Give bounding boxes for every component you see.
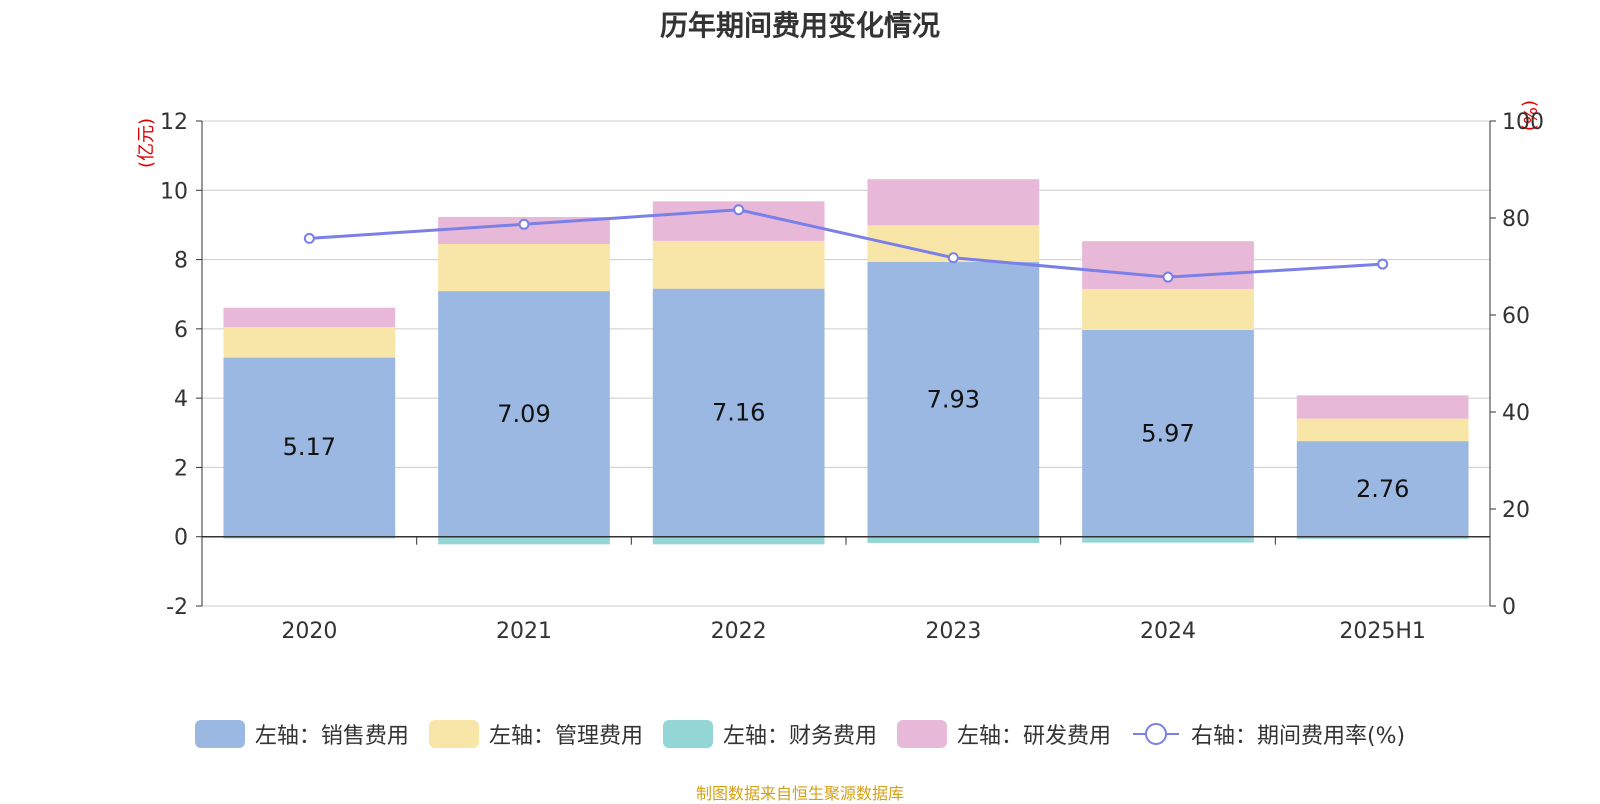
x-axis-tick-label: 2022 — [711, 619, 767, 644]
chart-plot: -2 0 2 4 6 8 10 12 0 20 40 60 80 100 5.17 7.09 7.16 7.93 5… — [160, 110, 1544, 644]
x-axis-tick-label: 2023 — [925, 619, 981, 644]
bar-admin — [223, 327, 396, 358]
right-axis-tick-label: 40 — [1502, 401, 1530, 426]
left-axis-tick-label: 6 — [174, 318, 188, 343]
bar-admin — [652, 240, 825, 289]
legend-label: 左轴：销售费用 — [254, 724, 409, 749]
bar-data-label: 7.93 — [927, 385, 980, 413]
left-axis-tick-label: 4 — [174, 387, 188, 412]
right-axis-tick-label: 20 — [1502, 498, 1530, 523]
bar-finance — [652, 536, 825, 545]
legend-swatch-finance — [662, 720, 713, 748]
left-axis-tick-label: 10 — [160, 179, 188, 204]
bar-rnd — [223, 307, 396, 328]
legend-swatch-admin — [428, 720, 479, 748]
x-axis-tick-label: 2024 — [1140, 619, 1196, 644]
legend-item-rnd[interactable]: 左轴：研发费用 — [896, 718, 1111, 750]
legend-item-admin[interactable]: 左轴：管理费用 — [428, 718, 643, 750]
right-axis-tick-label: 60 — [1502, 304, 1530, 329]
bar-data-label: 7.16 — [712, 399, 765, 427]
bar-admin — [1082, 289, 1254, 330]
legend-line-icon — [1132, 723, 1179, 745]
bar-finance — [1082, 536, 1254, 543]
bar-sales — [867, 261, 1040, 537]
x-axis-tick-label: 2020 — [281, 619, 337, 644]
legend-label: 左轴：管理费用 — [488, 724, 643, 749]
chart-legend: 左轴：销售费用 左轴：管理费用 左轴：财务费用 左轴：研发费用 右轴：期间费用率(%) — [0, 718, 1600, 750]
right-axis-tick-label: 80 — [1502, 207, 1530, 232]
legend-item-finance[interactable]: 左轴：财务费用 — [662, 718, 877, 750]
bar-sales — [438, 291, 610, 537]
rate-point — [733, 204, 745, 216]
bar-rnd — [867, 179, 1040, 226]
rate-point — [947, 252, 959, 264]
legend-label: 左轴：研发费用 — [956, 724, 1111, 749]
chart-title: 历年期间费用变化情况 — [659, 9, 940, 42]
legend-swatch-rnd — [896, 720, 947, 748]
bar-sales — [652, 288, 825, 537]
legend-swatch-sales — [194, 720, 245, 748]
left-axis-tick-label: 12 — [160, 110, 188, 135]
right-axis-tick-label: 0 — [1502, 595, 1516, 620]
data-source-note: 制图数据来自恒生聚源数据库 — [695, 784, 904, 803]
bar-finance — [867, 536, 1040, 543]
bar-finance — [1296, 536, 1469, 539]
left-axis-tick-label: 8 — [174, 249, 188, 274]
bar-data-label: 2.76 — [1356, 475, 1409, 503]
bar-admin — [1296, 418, 1469, 442]
right-axis-tick-label: 100 — [1502, 110, 1544, 135]
x-axis-tick-label: 2025H1 — [1339, 619, 1426, 644]
bar-sales — [1296, 441, 1469, 537]
legend-label: 左轴：财务费用 — [722, 724, 877, 749]
rate-point — [1377, 258, 1389, 270]
bar-sales — [223, 357, 396, 537]
legend-item-rate[interactable]: 右轴：期间费用率(%) — [1131, 718, 1405, 750]
bar-data-label: 7.09 — [497, 400, 550, 428]
legend-item-sales[interactable]: 左轴：销售费用 — [194, 718, 409, 750]
bar-sales — [1082, 329, 1254, 537]
left-axis-tick-label: 0 — [174, 526, 188, 551]
left-axis-tick-label: 2 — [174, 456, 188, 481]
bar-data-label: 5.17 — [283, 433, 336, 461]
rate-line — [309, 208, 1383, 279]
bar-finance — [223, 536, 396, 539]
left-axis-tick-label: -2 — [166, 595, 188, 620]
rate-point — [518, 218, 530, 230]
bar-rnd — [1296, 395, 1469, 419]
bar-admin — [438, 243, 610, 292]
legend-label: 右轴：期间费用率(%) — [1190, 724, 1406, 749]
bar-data-label: 5.97 — [1141, 419, 1194, 447]
bar-finance — [438, 536, 610, 545]
rate-point — [1162, 271, 1174, 283]
x-axis-tick-label: 2021 — [496, 619, 552, 644]
rate-point — [303, 232, 315, 244]
